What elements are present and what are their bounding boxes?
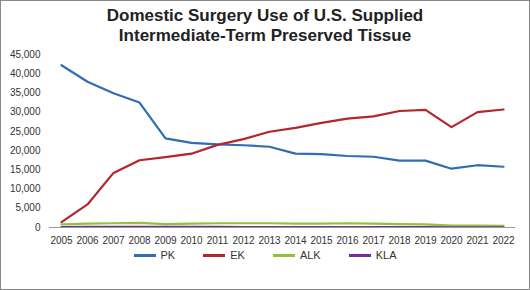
svg-text:25,000: 25,000 (10, 126, 41, 137)
html-text:EK: EK (230, 249, 245, 261)
svg-text:2017: 2017 (362, 235, 385, 246)
svg-text:30,000: 30,000 (10, 106, 41, 117)
svg-text:40,000: 40,000 (10, 68, 41, 79)
html-text:ALK: ALK (299, 249, 321, 261)
svg-text:35,000: 35,000 (10, 87, 41, 98)
svg-text:2021: 2021 (466, 235, 489, 246)
svg-text:2008: 2008 (128, 235, 151, 246)
svg-text:2010: 2010 (180, 235, 203, 246)
html-text:KLA: KLA (375, 249, 397, 261)
svg-text:20,000: 20,000 (10, 145, 41, 156)
svg-text:2006: 2006 (76, 235, 99, 246)
svg-text:15,000: 15,000 (10, 164, 41, 175)
svg-text:5,000: 5,000 (15, 202, 40, 213)
svg-text:2018: 2018 (388, 235, 411, 246)
html-text:PK: PK (160, 249, 176, 261)
svg-text:2014: 2014 (284, 235, 307, 246)
svg-text:2009: 2009 (154, 235, 177, 246)
svg-text:2007: 2007 (102, 235, 125, 246)
svg-text:2013: 2013 (258, 235, 281, 246)
svg-text:2005: 2005 (50, 235, 73, 246)
svg-text:2019: 2019 (414, 235, 437, 246)
svg-text:2015: 2015 (310, 235, 333, 246)
svg-text:2011: 2011 (207, 235, 229, 246)
svg-text:10,000: 10,000 (10, 183, 41, 194)
svg-text:45,000: 45,000 (10, 49, 41, 60)
svg-text:2012: 2012 (232, 235, 255, 246)
svg-text:0: 0 (35, 222, 41, 233)
html-text:Domestic Surgery Use of U.S. S: Domestic Surgery Use of U.S. Supplied In… (106, 6, 424, 45)
svg-text:2016: 2016 (336, 235, 359, 246)
svg-text:2022: 2022 (492, 235, 515, 246)
svg-text:2020: 2020 (440, 235, 463, 246)
